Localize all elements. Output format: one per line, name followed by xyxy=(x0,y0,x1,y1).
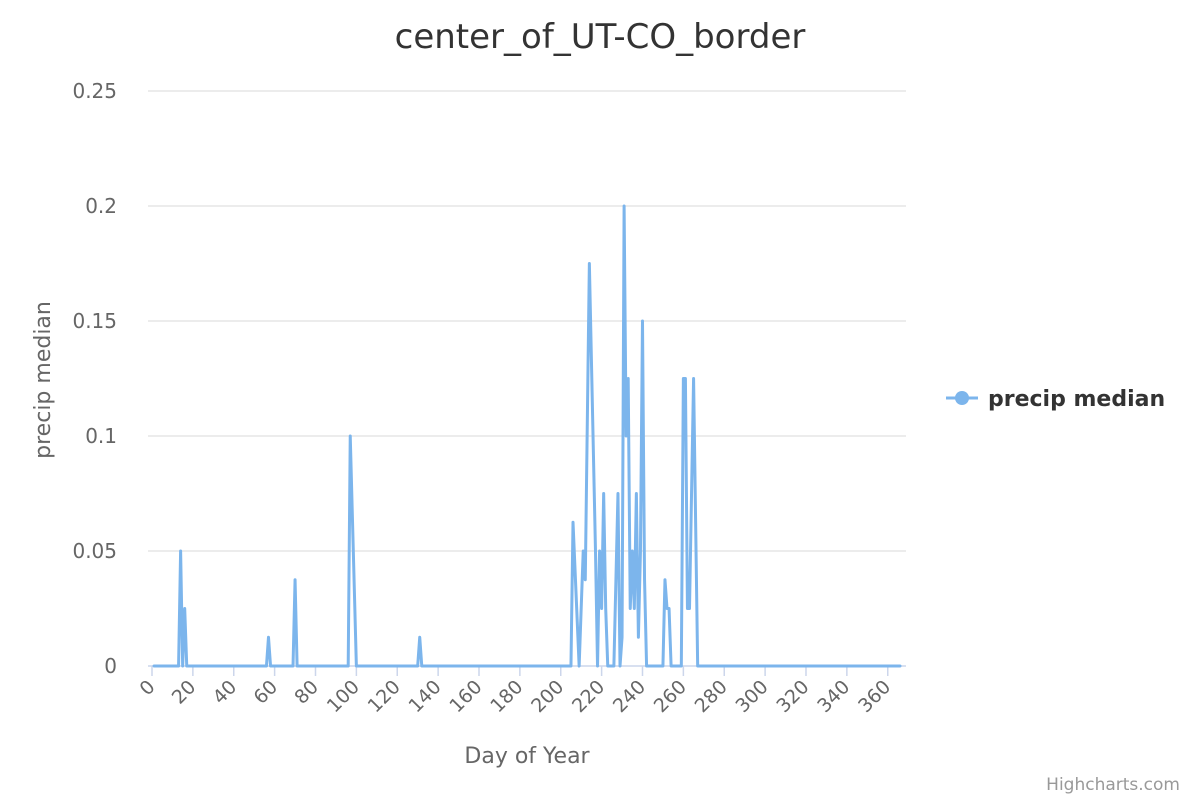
y-tick-label: 0.05 xyxy=(72,539,117,563)
series-layer xyxy=(152,204,902,668)
chart-title: center_of_UT-CO_border xyxy=(395,17,806,57)
grid-lines xyxy=(148,90,906,667)
x-tick-label: 300 xyxy=(731,676,772,717)
y-axis-ticks: 0 0.05 0.1 0.15 0.2 0.25 xyxy=(72,79,117,678)
x-tick-label: 360 xyxy=(854,676,895,717)
y-axis-title: precip median xyxy=(31,301,56,459)
y-tick-label: 0.1 xyxy=(85,424,117,448)
y-tick-label: 0 xyxy=(104,654,117,678)
y-tick-label: 0.15 xyxy=(72,309,117,333)
series-line-precip-median[interactable] xyxy=(152,204,902,668)
x-tick-label: 60 xyxy=(249,676,282,709)
x-tick-label: 0 xyxy=(135,676,159,700)
x-tick-label: 320 xyxy=(772,676,813,717)
x-axis-title: Day of Year xyxy=(464,744,590,769)
y-tick-label: 0.25 xyxy=(72,79,117,103)
x-tick-label: 40 xyxy=(209,676,242,709)
x-tick-label: 80 xyxy=(290,676,323,709)
credits-link[interactable]: Highcharts.com xyxy=(1046,775,1180,795)
x-tick-label: 180 xyxy=(486,676,527,717)
x-tick-label: 220 xyxy=(568,676,609,717)
x-tick-label: 140 xyxy=(404,676,445,717)
x-tick-label: 260 xyxy=(650,676,691,717)
legend-marker-icon xyxy=(955,391,969,405)
legend-item-precip-median[interactable]: precip median xyxy=(946,387,1165,412)
x-tick-label: 120 xyxy=(364,676,405,717)
x-tick-label: 280 xyxy=(691,676,732,717)
x-tick-label: 160 xyxy=(445,676,486,717)
x-axis-ticks: 0 20 40 60 80 100 120 140 160 180 200 220 240 260 280 3… xyxy=(135,666,895,717)
x-tick-label: 240 xyxy=(609,676,650,717)
y-tick-label: 0.2 xyxy=(85,194,117,218)
x-tick-label: 100 xyxy=(323,676,364,717)
x-tick-label: 200 xyxy=(527,676,568,717)
x-tick-label: 20 xyxy=(168,676,201,709)
legend-label: precip median xyxy=(988,387,1165,412)
x-tick-label: 340 xyxy=(813,676,854,717)
